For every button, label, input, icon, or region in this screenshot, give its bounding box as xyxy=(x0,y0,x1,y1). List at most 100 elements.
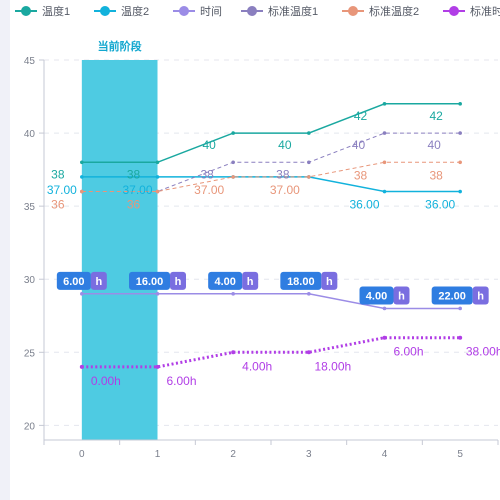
series-point-0 xyxy=(382,102,387,106)
data-label-temp1: 42 xyxy=(429,109,443,123)
data-label-std-temp2: 36 xyxy=(51,198,65,212)
time-label-value-box xyxy=(208,271,243,290)
data-label-std-temp1: 40 xyxy=(352,138,366,152)
time-label-value-box xyxy=(359,286,394,305)
series-line-0 xyxy=(81,103,461,164)
series-point-5 xyxy=(458,335,463,340)
data-label-std-temp2: 36 xyxy=(127,198,141,212)
legend-label: 标准温度2 xyxy=(369,4,419,18)
data-label-temp1: 42 xyxy=(354,109,368,123)
time-label-unit: h xyxy=(477,290,484,302)
time-label-value-box xyxy=(280,271,322,290)
legend-marker-icon xyxy=(21,6,31,16)
series-point-4 xyxy=(458,160,462,165)
legend-item-3: 标准温度1 xyxy=(241,4,318,18)
legend-label: 温度1 xyxy=(42,4,70,18)
series-point-4 xyxy=(382,160,387,165)
data-label-std-temp1: 38 xyxy=(276,167,290,181)
time-label-unit: h xyxy=(398,290,405,302)
time-label-value-box xyxy=(56,271,91,290)
legend-marker-icon xyxy=(179,6,189,16)
data-label-std-temp2: 37.00 xyxy=(194,183,224,197)
time-label-unit-box xyxy=(170,271,186,290)
data-label-std-duration: 38.00h xyxy=(466,345,500,359)
legend-label: 标准时长 xyxy=(470,4,500,18)
data-label-temp2: 37.00 xyxy=(122,183,152,197)
x-tick-label: 0 xyxy=(79,449,85,460)
data-label-temp2: 36.00 xyxy=(425,198,455,212)
data-label-temp2: 36.00 xyxy=(349,198,379,212)
time-label-unit: h xyxy=(326,276,333,288)
data-label-std-duration: 18.00h xyxy=(314,359,351,373)
y-tick-label: 25 xyxy=(24,348,36,359)
time-label-value: 4.00 xyxy=(366,290,387,302)
series-point-5 xyxy=(306,350,311,355)
y-tick-label: 45 xyxy=(24,56,36,67)
series-point-3 xyxy=(382,131,387,135)
time-label-value-box xyxy=(431,286,473,305)
legend-item-0: 温度1 xyxy=(15,4,70,18)
data-label-std-temp1: 38 xyxy=(200,167,214,181)
series-line-2 xyxy=(81,293,461,310)
time-label-value: 6.00 xyxy=(63,276,84,288)
series-point-1 xyxy=(155,175,160,179)
series-point-2 xyxy=(458,306,462,311)
series-point-4 xyxy=(155,189,160,194)
series-point-4 xyxy=(231,175,235,179)
legend-marker-icon xyxy=(100,6,110,16)
y-tick-label: 20 xyxy=(24,421,36,432)
series-line-4 xyxy=(81,161,461,192)
series-point-2 xyxy=(382,306,387,311)
current-stage-band xyxy=(81,60,158,440)
series-point-4 xyxy=(307,175,311,179)
series-point-5 xyxy=(382,335,387,340)
data-label-temp1: 38 xyxy=(127,167,141,181)
time-label-unit: h xyxy=(247,276,254,288)
data-label-std-duration: 6.00h xyxy=(166,374,196,388)
series-point-3 xyxy=(458,131,462,135)
series-point-5 xyxy=(231,350,236,355)
time-label-value: 22.00 xyxy=(438,290,466,302)
series-point-5 xyxy=(79,364,84,369)
x-tick-label: 3 xyxy=(306,449,312,460)
data-label-std-duration: 4.00h xyxy=(242,359,272,373)
series-point-0 xyxy=(80,160,84,165)
y-tick-label: 30 xyxy=(24,275,36,286)
data-label-std-duration: 6.00h xyxy=(393,345,423,359)
legend-item-1: 温度2 xyxy=(94,4,149,18)
series-point-0 xyxy=(458,102,462,106)
time-label-unit-box xyxy=(472,286,489,305)
data-label-std-temp2: 38 xyxy=(354,168,368,182)
series-point-5 xyxy=(155,364,160,369)
time-label-value: 18.00 xyxy=(287,276,315,288)
series-line-5 xyxy=(81,336,461,369)
x-tick-label: 5 xyxy=(457,449,463,460)
time-label-value: 16.00 xyxy=(136,276,164,288)
legend-label: 标准温度1 xyxy=(268,4,318,18)
data-label-std-temp2: 37.00 xyxy=(270,183,300,197)
data-label-std-temp2: 38 xyxy=(429,168,443,182)
data-label-temp1: 40 xyxy=(278,138,292,152)
series-point-1 xyxy=(382,189,387,194)
time-label-unit-box xyxy=(321,271,338,290)
time-label-value: 4.00 xyxy=(214,276,235,288)
legend-marker-icon xyxy=(348,6,358,16)
left-edge-strip xyxy=(0,0,10,500)
series-point-0 xyxy=(155,160,160,165)
legend-marker-icon xyxy=(449,6,459,16)
time-label-unit: h xyxy=(95,276,102,288)
series-point-1 xyxy=(80,175,84,179)
series-point-3 xyxy=(231,160,235,165)
series-point-0 xyxy=(307,131,311,135)
legend-label: 温度2 xyxy=(121,4,149,18)
y-tick-label: 40 xyxy=(24,129,36,140)
data-label-temp2: 37.00 xyxy=(47,183,77,197)
legend-item-4: 标准温度2 xyxy=(342,4,419,18)
legend-item-5: 标准时长 xyxy=(443,4,500,18)
time-label-unit-box xyxy=(242,271,259,290)
x-tick-label: 1 xyxy=(155,449,161,460)
data-label-std-temp1: 40 xyxy=(427,138,441,152)
x-tick-label: 2 xyxy=(230,449,236,460)
x-tick-label: 4 xyxy=(382,449,388,460)
series-point-2 xyxy=(155,292,160,296)
